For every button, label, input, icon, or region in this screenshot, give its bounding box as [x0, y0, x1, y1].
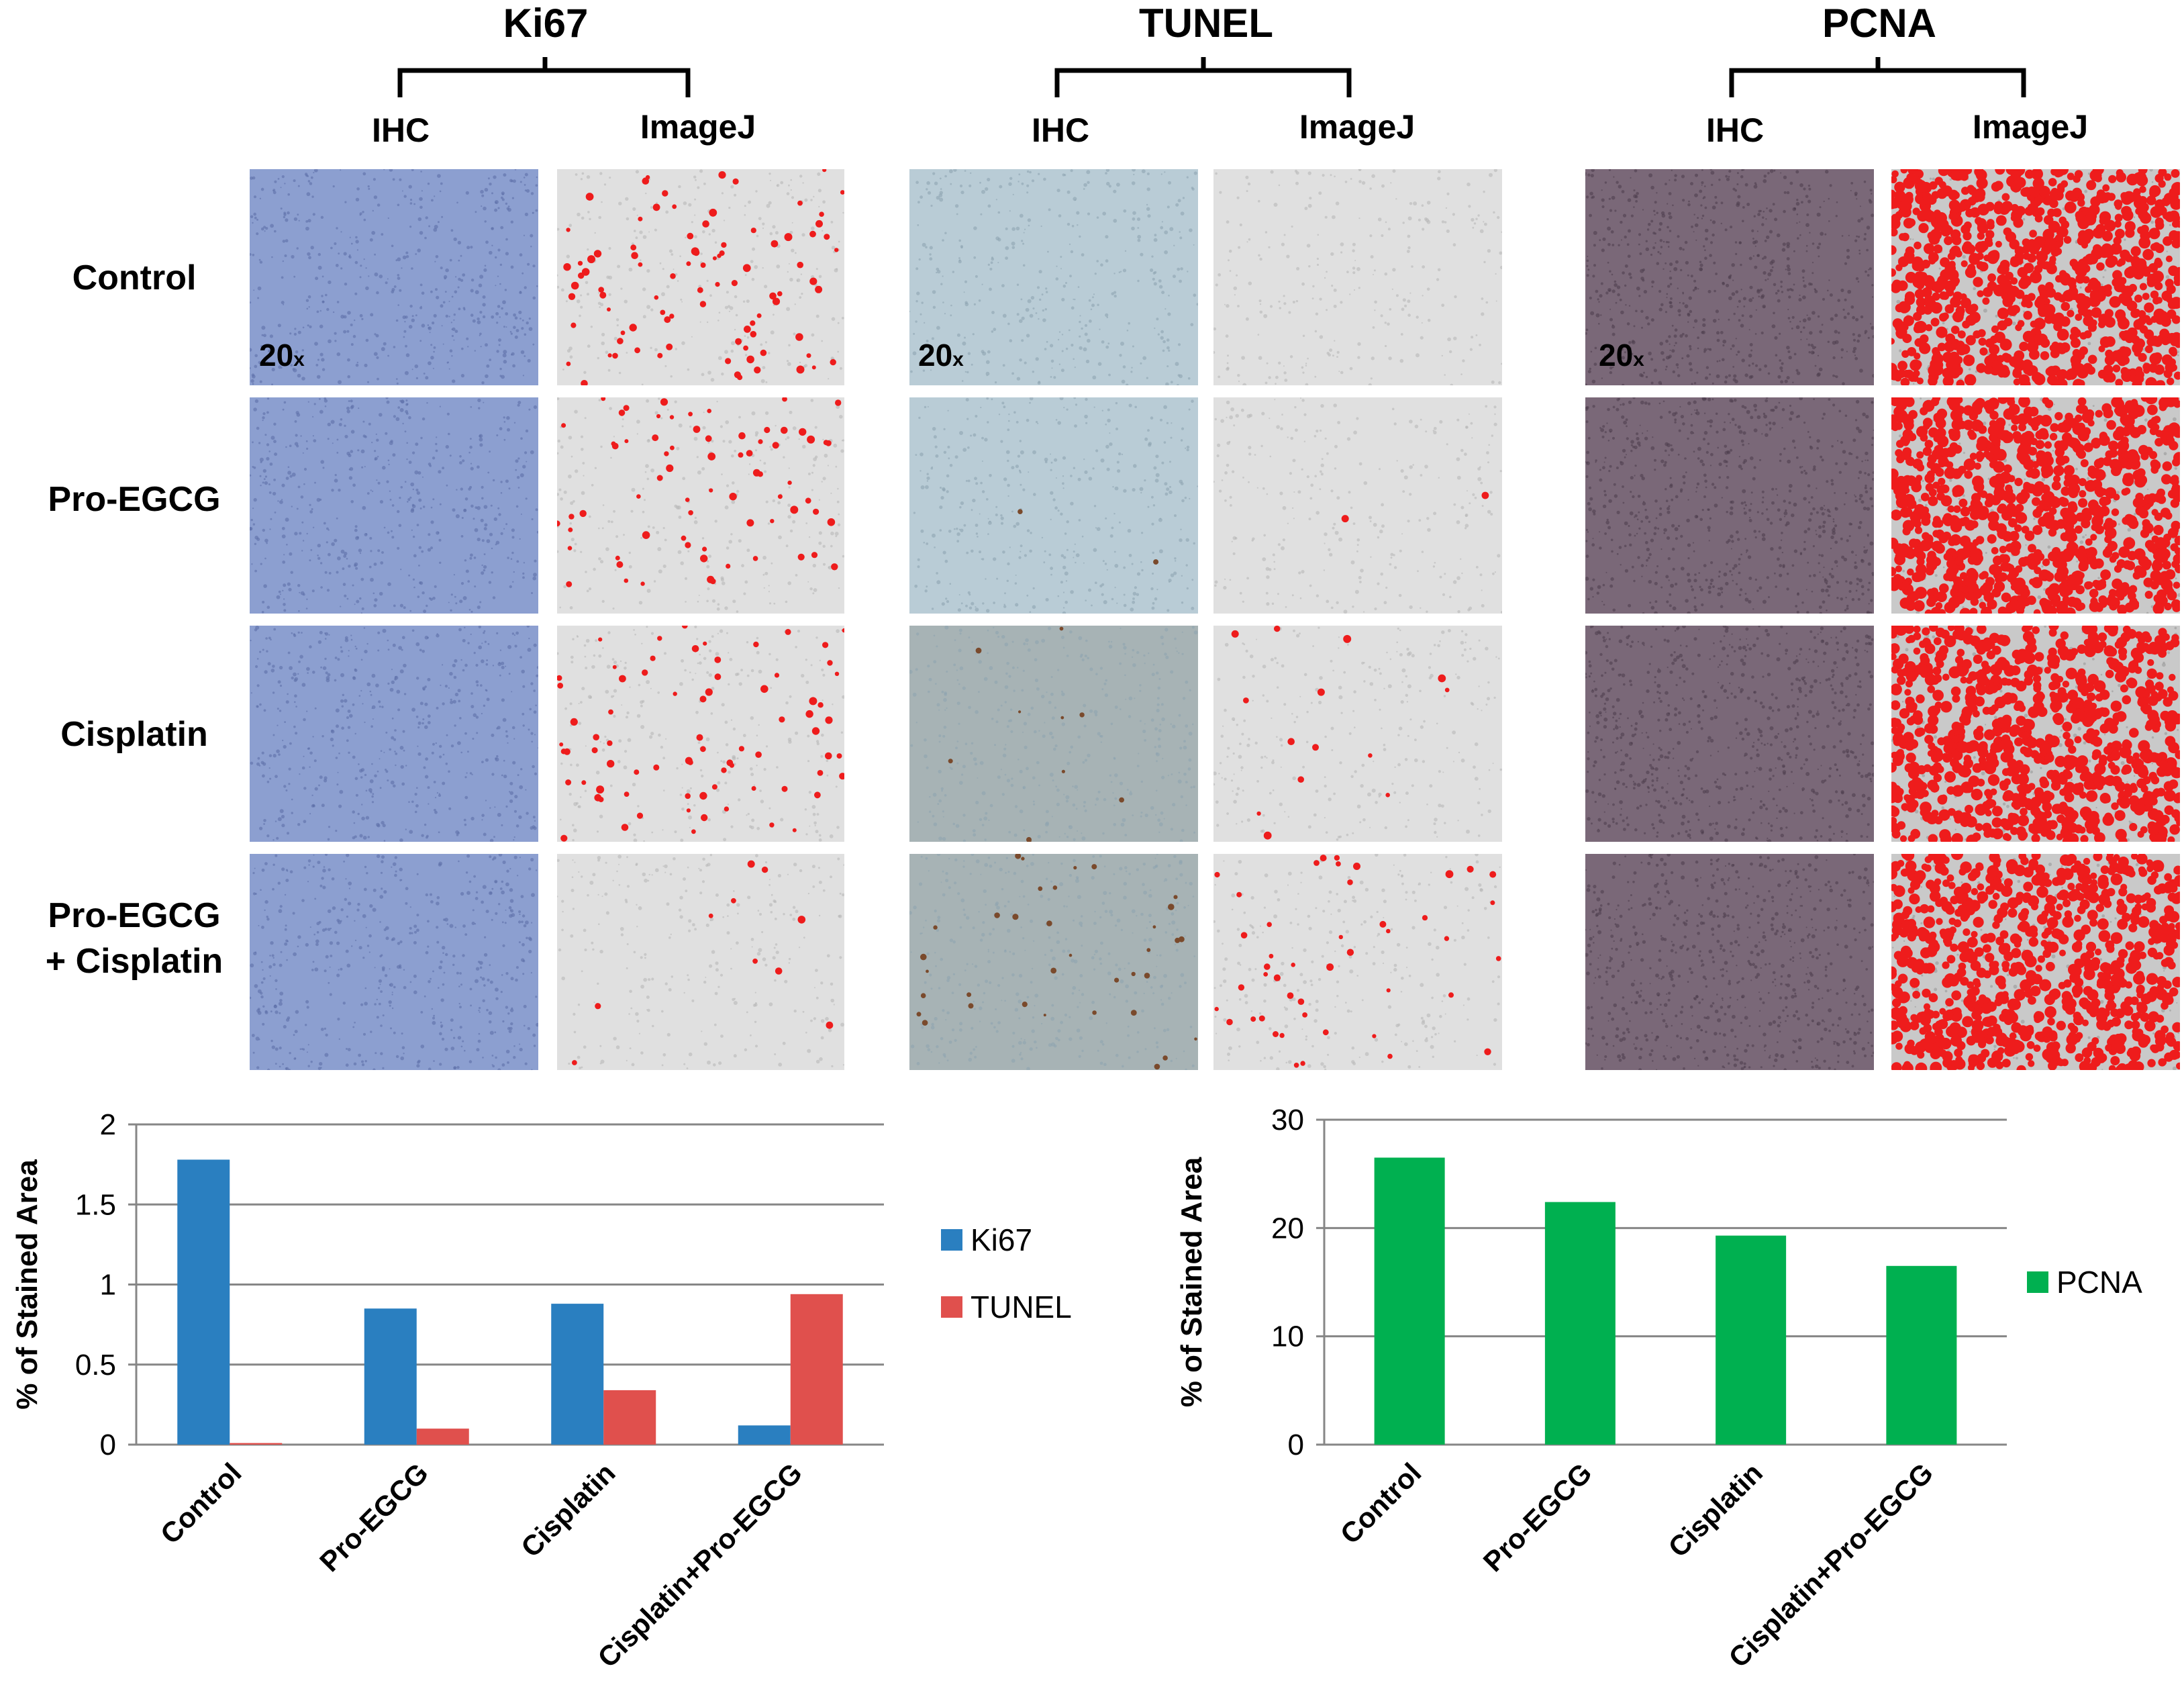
bar-pcna-pro-egcg	[1544, 1202, 1616, 1445]
micrograph-ki67-ihc-row2	[250, 397, 538, 614]
legend-label-ki67: Ki67	[971, 1222, 1032, 1257]
y-tick-label: 20	[1271, 1212, 1304, 1245]
magnification-value: 20	[918, 338, 953, 373]
magnification-suffix: x	[952, 348, 964, 371]
ki67-header: Ki67	[503, 1, 589, 46]
y-tick-label: 2	[100, 1108, 116, 1141]
magnification-label-pcna: 20x	[1599, 337, 1644, 373]
micrograph-tunel-ij-row2	[1213, 397, 1502, 614]
y-tick-label: 0	[100, 1429, 116, 1461]
pcna-bar-chart: 0 10 20 30 % of Stained Area Control Pro-EGCG C…	[1175, 1104, 2142, 1674]
x-category-label: Cisplatin+Pro-EGCG	[591, 1457, 808, 1674]
micrograph-tunel-ihc-row4	[909, 854, 1198, 1070]
micrograph-ki67-ij-row3	[557, 626, 844, 842]
micrograph-tunel-ij-row1	[1213, 169, 1502, 385]
micrograph-pcna-ij-row3	[1891, 626, 2180, 842]
ki67-tunel-bar-chart: 0 0.5 1 1.5 2 % of Stained Area Control Pro-EGC…	[11, 1108, 1072, 1674]
micrograph-pcna-ij-row4	[1891, 854, 2180, 1070]
bar-pcna-cisplatin-pro-egcg	[1886, 1265, 1957, 1445]
legend-swatch-ki67	[941, 1229, 962, 1251]
micrograph-ki67-ihc-row3	[250, 626, 538, 842]
micrograph-pcna-ij-row2	[1891, 397, 2180, 614]
row-label-line: + Cisplatin	[45, 942, 224, 981]
x-category-label: Cisplatin	[515, 1457, 622, 1563]
micrograph-ki67-ij-row4	[557, 854, 844, 1070]
micrograph-pcna-ihc-row1	[1585, 169, 1874, 385]
y-axis-title: % of Stained Area	[11, 1159, 44, 1410]
x-category-label: Pro-EGCG	[313, 1457, 434, 1578]
magnification-label-ki67: 20x	[259, 337, 305, 373]
bar-ki67-control	[177, 1159, 230, 1445]
micrograph-pcna-ihc-row4	[1585, 854, 1874, 1070]
pcna-bracket	[1729, 57, 2026, 97]
micrograph-pcna-ij-row1	[1891, 169, 2180, 385]
bar-tunel-cisplatin-pro-egcg	[790, 1294, 843, 1445]
row-label-line: Cisplatin	[60, 715, 208, 754]
legend-swatch-pcna	[2027, 1271, 2048, 1293]
row-label-pro-egcg: Pro-EGCG	[27, 477, 242, 522]
x-category-label: Control	[154, 1457, 248, 1550]
row-label-cisplatin: Cisplatin	[27, 712, 242, 757]
tunel-ihc-label: IHC	[1031, 111, 1090, 149]
magnification-suffix: x	[1633, 348, 1644, 371]
micrograph-ki67-ihc-row4	[250, 854, 538, 1070]
micrograph-tunel-ihc-row1	[909, 169, 1198, 385]
micrograph-ki67-ij-row1	[557, 169, 844, 385]
magnification-value: 20	[259, 338, 294, 373]
pcna-header: PCNA	[1822, 1, 1936, 46]
x-category-label: Control	[1334, 1457, 1428, 1550]
ki67-bracket	[397, 57, 691, 97]
row-label-line: Pro-EGCG	[48, 480, 221, 519]
row-label-control: Control	[27, 255, 242, 301]
micrograph-ki67-ihc-row1	[250, 169, 538, 385]
legend-label-pcna: PCNA	[2056, 1265, 2142, 1300]
pcna-ihc-label: IHC	[1705, 111, 1765, 149]
legend-label-tunel: TUNEL	[971, 1290, 1072, 1324]
bar-pcna-control	[1374, 1157, 1445, 1445]
bar-ki67-cisplatin-pro-egcg	[738, 1425, 791, 1445]
y-tick-label: 0.5	[75, 1349, 116, 1382]
micrograph-tunel-ihc-row2	[909, 397, 1198, 614]
legend-swatch-tunel	[941, 1296, 962, 1318]
bar-ki67-cisplatin	[551, 1304, 604, 1445]
tunel-bracket	[1054, 57, 1352, 97]
y-tick-label: 0	[1288, 1429, 1304, 1461]
group-brackets	[397, 57, 2026, 97]
y-tick-label: 1	[100, 1269, 116, 1302]
magnification-suffix: x	[293, 348, 305, 371]
pcna-imagej-label: ImageJ	[1972, 108, 2089, 146]
micrograph-tunel-ij-row3	[1213, 626, 1502, 842]
row-label-line: Control	[72, 258, 197, 297]
y-tick-label: 1.5	[75, 1188, 116, 1221]
micrograph-tunel-ij-row4	[1213, 854, 1502, 1070]
magnification-label-tunel: 20x	[918, 337, 964, 373]
bar-ki67-pro-egcg	[364, 1308, 417, 1445]
x-category-label: Cisplatin	[1662, 1457, 1769, 1563]
micrograph-ki67-ij-row2	[557, 397, 844, 614]
magnification-value: 20	[1599, 338, 1634, 373]
bar-pcna-cisplatin	[1716, 1235, 1787, 1445]
bar-tunel-cisplatin	[603, 1390, 656, 1445]
micrograph-pcna-ihc-row3	[1585, 626, 1874, 842]
micrograph-tunel-ihc-row3	[909, 626, 1198, 842]
bar-tunel-pro-egcg	[416, 1429, 469, 1445]
ki67-ihc-label: IHC	[371, 111, 430, 149]
y-axis-title: % of Stained Area	[1175, 1157, 1208, 1407]
tunel-header: TUNEL	[1139, 1, 1273, 46]
tunel-imagej-label: ImageJ	[1299, 108, 1416, 146]
bar-tunel-control	[230, 1443, 283, 1445]
micrograph-pcna-ihc-row2	[1585, 397, 1874, 614]
row-label-combination: Pro-EGCG + Cisplatin	[27, 893, 242, 984]
ki67-imagej-label: ImageJ	[640, 108, 756, 146]
x-category-label: Pro-EGCG	[1477, 1457, 1598, 1578]
row-label-line: Pro-EGCG	[48, 896, 221, 935]
y-tick-label: 30	[1271, 1104, 1304, 1136]
y-tick-label: 10	[1271, 1320, 1304, 1353]
